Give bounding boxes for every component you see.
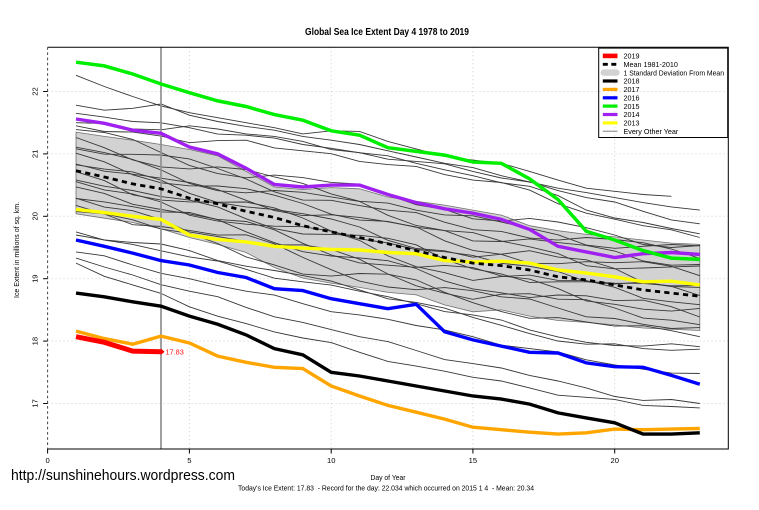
svg-text:Ice Extent in millions of sq.: Ice Extent in millions of sq. km. [14,202,21,298]
svg-text:20: 20 [31,212,40,220]
svg-text:2017: 2017 [624,85,640,94]
svg-text:2018: 2018 [624,77,640,86]
svg-text:Global Sea Ice Extent Day 4 19: Global Sea Ice Extent Day 4 1978 to 2019 [305,27,469,38]
svg-text:2016: 2016 [624,94,640,103]
svg-text:Every Other Year: Every Other Year [624,127,679,136]
svg-text:19: 19 [31,274,40,282]
svg-text:22: 22 [31,87,40,95]
svg-text:2014: 2014 [624,110,640,119]
svg-text:0: 0 [45,456,49,465]
svg-text:2019: 2019 [624,52,640,61]
svg-text:5: 5 [187,456,191,465]
svg-text:1 Standard Deviation From Mean: 1 Standard Deviation From Mean [624,68,725,77]
svg-text:Day of Year: Day of Year [371,473,407,482]
svg-text:Today's Ice Extent: 17.83 - R: Today's Ice Extent: 17.83 - Record for t… [238,484,534,493]
svg-text:2015: 2015 [624,102,640,111]
svg-text:10: 10 [327,456,335,465]
svg-text:15: 15 [469,456,477,465]
svg-text:Mean 1981-2010: Mean 1981-2010 [624,60,678,69]
svg-text:17: 17 [31,399,40,407]
svg-text:20: 20 [610,456,618,465]
svg-text:17.83: 17.83 [166,347,184,356]
svg-text:21: 21 [31,150,40,158]
svg-text:18: 18 [31,337,40,345]
svg-text:http://sunshinehours.wordpress: http://sunshinehours.wordpress.com [11,467,235,484]
svg-text:2013: 2013 [624,119,640,128]
